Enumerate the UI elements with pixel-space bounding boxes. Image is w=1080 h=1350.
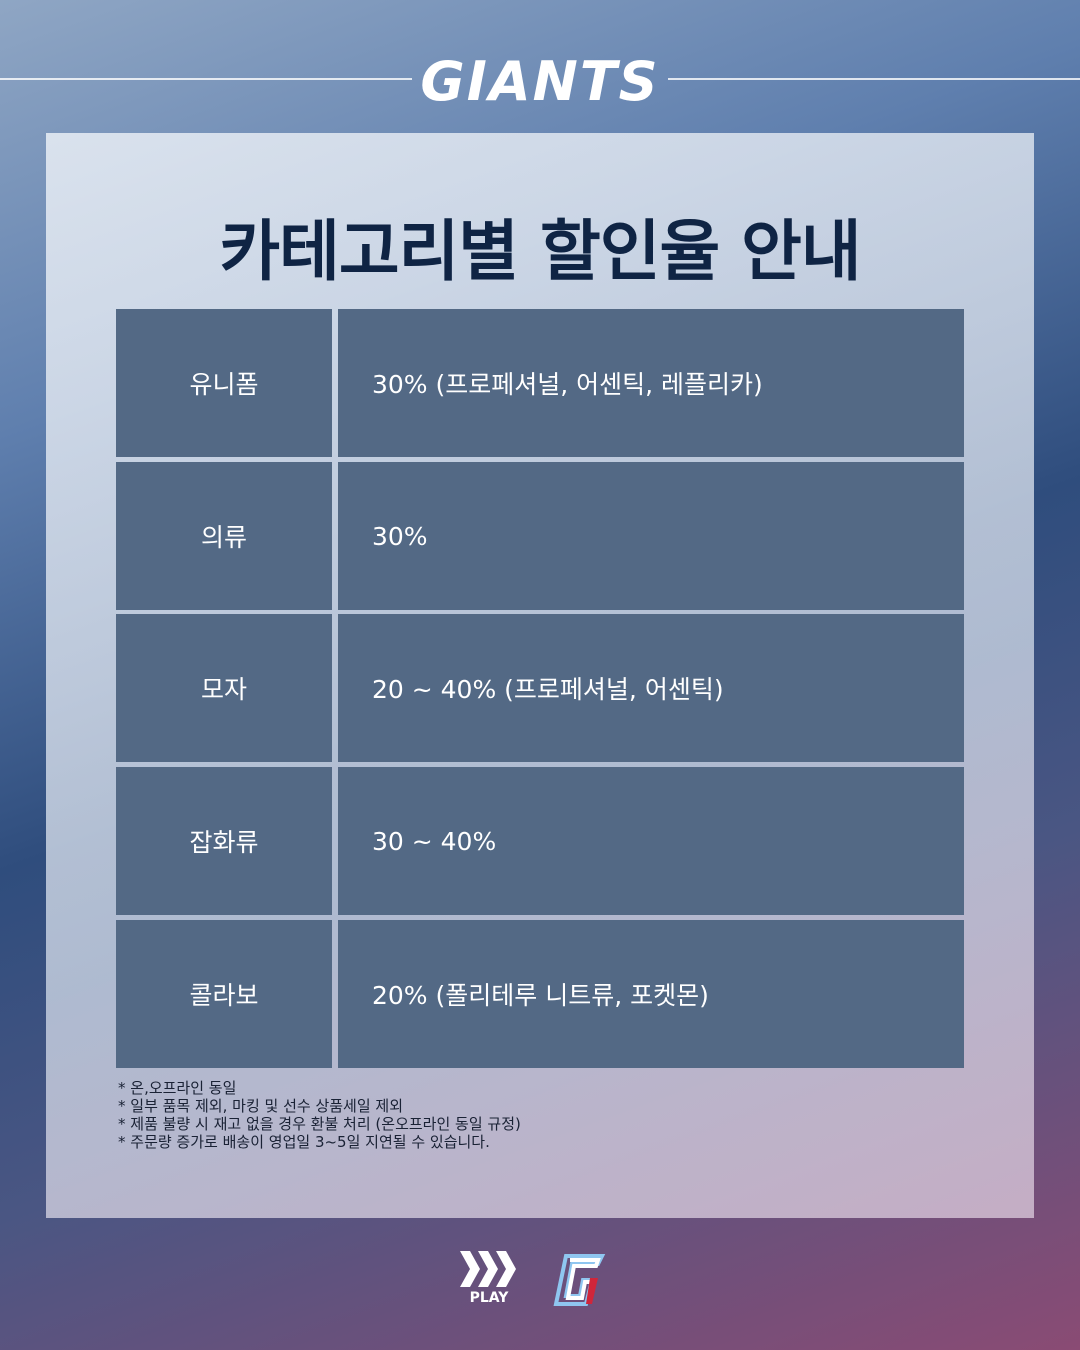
discount-cell: 20 ~ 40% (프로페셔널, 어센틱) [338, 614, 964, 762]
table-row: 유니폼 30% (프로페셔널, 어센틱, 레플리카) [116, 309, 964, 457]
footnote: * 주문량 증가로 배송이 영업일 3~5일 지연될 수 있습니다. [118, 1133, 490, 1151]
table-row: 잡화류 30 ~ 40% [116, 767, 964, 915]
table-row: 콜라보 20% (폴리테루 니트류, 포켓몬) [116, 920, 964, 1068]
footer-logos: PLAY [460, 1250, 606, 1306]
discount-cell: 30% (프로페셔널, 어센틱, 레플리카) [338, 309, 964, 457]
brand-logo: GIANTS [420, 50, 660, 113]
footnote: * 제품 불량 시 재고 없을 경우 환불 처리 (온오프라인 동일 규정) [118, 1115, 521, 1133]
category-cell: 의류 [116, 462, 332, 610]
category-cell: 모자 [116, 614, 332, 762]
divider-right [668, 78, 1080, 80]
page-title: 카테고리별 할인율 안내 [219, 213, 861, 290]
footnotes: * 온,오프라인 동일 * 일부 품목 제외, 마킹 및 선수 상품세일 제외 … [118, 1079, 521, 1151]
divider-left [0, 78, 412, 80]
play-logo: PLAY [460, 1251, 518, 1305]
discount-cell: 30 ~ 40% [338, 767, 964, 915]
category-cell: 잡화류 [116, 767, 332, 915]
category-cell: 콜라보 [116, 920, 332, 1068]
category-cell: 유니폼 [116, 309, 332, 457]
table-row: 의류 30% [116, 462, 964, 610]
footnote: * 일부 품목 제외, 마킹 및 선수 상품세일 제외 [118, 1097, 404, 1115]
triple-chevron-icon [460, 1251, 516, 1287]
discount-cell: 30% [338, 462, 964, 610]
giants-g-logo [553, 1254, 606, 1306]
footnote: * 온,오프라인 동일 [118, 1079, 237, 1097]
play-label: PLAY [469, 1290, 509, 1306]
discount-cell: 20% (폴리테루 니트류, 포켓몬) [338, 920, 964, 1068]
table-row: 모자 20 ~ 40% (프로페셔널, 어센틱) [116, 614, 964, 762]
